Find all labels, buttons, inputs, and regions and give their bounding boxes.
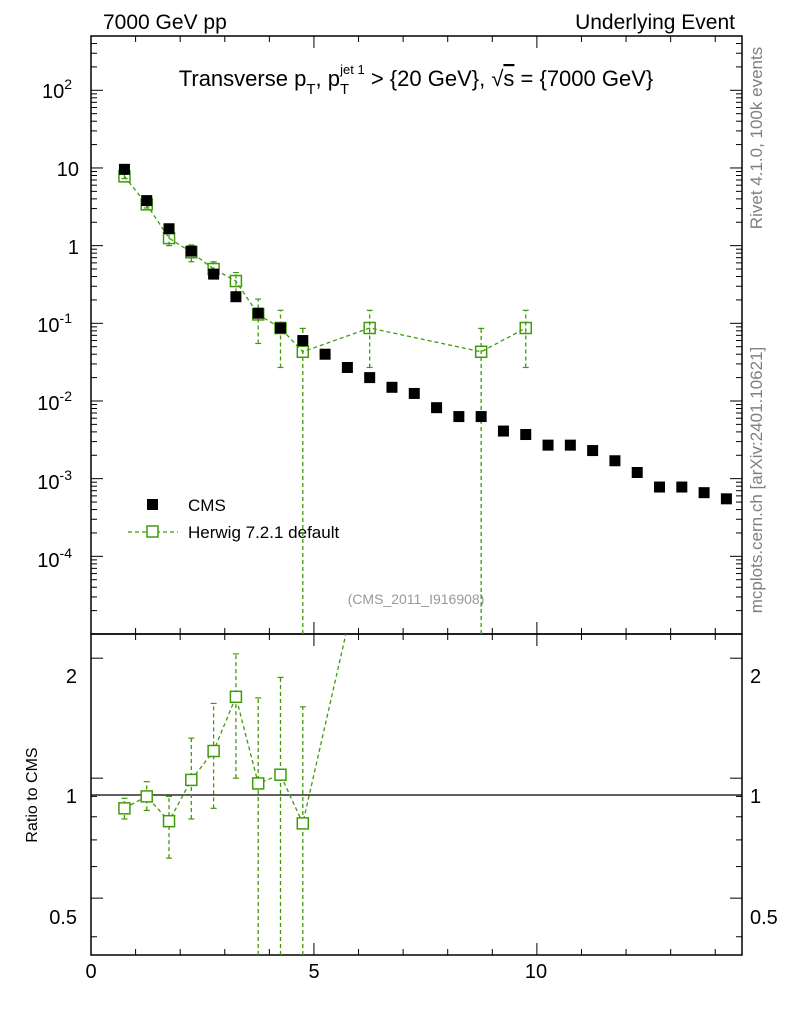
ratio-y-axis-label: Ratio to CMS (24, 747, 41, 842)
cms-point (319, 348, 331, 360)
ratio-point (185, 773, 198, 787)
cms-point (386, 381, 398, 393)
legend-herwig-label: Herwig 7.2.1 default (188, 523, 339, 542)
cms-point (497, 425, 509, 437)
herwig-point (519, 321, 532, 335)
herwig-point (229, 274, 243, 288)
cms-point (564, 439, 576, 451)
x-tick-label-10: 10 (525, 961, 547, 983)
herwig-series (118, 170, 532, 634)
ratio-point (229, 690, 243, 704)
ratio-y-tick-label-2-left: 2 (66, 666, 77, 688)
cms-point (609, 455, 621, 467)
ratio-y-tick-label-1-right: 1 (750, 786, 761, 808)
legend-cms-marker (147, 499, 158, 510)
cms-point (141, 195, 153, 207)
x-tick-label-5: 5 (308, 961, 319, 983)
ratio-point (296, 817, 310, 830)
y-tick-label-1: 1 (68, 237, 79, 259)
ratio-series (118, 633, 347, 955)
cms-point (118, 163, 130, 175)
cms-point (542, 439, 554, 451)
cms-point (631, 467, 643, 479)
ratio-point (118, 802, 131, 815)
cms-point (475, 411, 487, 423)
cms-point (185, 245, 197, 257)
analysis-watermark: (CMS_2011_I916908) (348, 591, 485, 607)
cms-point (587, 445, 599, 457)
cms-point (163, 223, 175, 235)
legend: CMS Herwig 7.2.1 default (128, 496, 339, 542)
ratio-y-tick-label-2-right: 2 (750, 666, 761, 688)
mcplots-label: mcplots.cern.ch [arXiv:2401.10621] (747, 347, 766, 613)
ratio-axis-ticks (90, 634, 742, 955)
cms-series (118, 163, 732, 505)
cms-point (252, 307, 264, 319)
herwig-point (296, 345, 310, 359)
cms-point (654, 481, 666, 493)
cms-point (676, 481, 688, 493)
y-tick-label-1e-3: 10-3 (37, 467, 72, 494)
cms-point (275, 322, 287, 334)
y-tick-label-10: 10 (57, 159, 79, 181)
x-tick-label-0: 0 (85, 961, 96, 983)
cms-point (230, 291, 242, 303)
y-tick-label-1e-2: 10-2 (37, 388, 72, 415)
cms-point (520, 429, 532, 441)
main-panel-frame (90, 35, 743, 635)
ratio-point (207, 744, 220, 758)
main-y-tick-labels: 10-4 10-3 10-2 10-1 1 10 102 (37, 76, 79, 572)
y-tick-label-1e-1: 10-1 (37, 310, 72, 337)
ratio-point (140, 790, 153, 803)
header-right: Underlying Event (575, 11, 735, 34)
cms-point (364, 372, 376, 384)
cms-point (297, 335, 309, 347)
y-tick-label-1e2: 102 (42, 76, 72, 103)
ratio-point (162, 814, 176, 828)
ratio-line (124, 633, 347, 826)
ratio-point (274, 768, 287, 781)
cms-point (720, 493, 732, 505)
legend-herwig-marker (146, 525, 159, 538)
ratio-point (251, 777, 265, 790)
herwig-point (363, 321, 376, 335)
cms-point (341, 361, 353, 373)
y-tick-label-1e-4: 10-4 (37, 545, 72, 572)
cms-point (431, 402, 443, 414)
cms-point (453, 411, 465, 423)
ratio-y-tick-label-1-left: 1 (66, 786, 77, 808)
rivet-version-label: Rivet 4.1.0, 100k events (747, 47, 766, 229)
legend-cms-label: CMS (188, 496, 226, 515)
main-axis-ticks (90, 35, 742, 635)
herwig-point (474, 345, 488, 359)
cms-point (208, 268, 220, 280)
header-left: 7000 GeV pp (103, 11, 227, 34)
ratio-y-tick-label-0.5-left: 0.5 (49, 907, 77, 929)
herwig-line (123, 175, 527, 353)
cms-point (698, 487, 710, 499)
cms-point (408, 387, 420, 399)
ratio-y-tick-label-0.5-right: 0.5 (750, 907, 778, 929)
chart-title: Transverse pT, pTjet 1 > {20 GeV}, √s = … (179, 62, 654, 98)
